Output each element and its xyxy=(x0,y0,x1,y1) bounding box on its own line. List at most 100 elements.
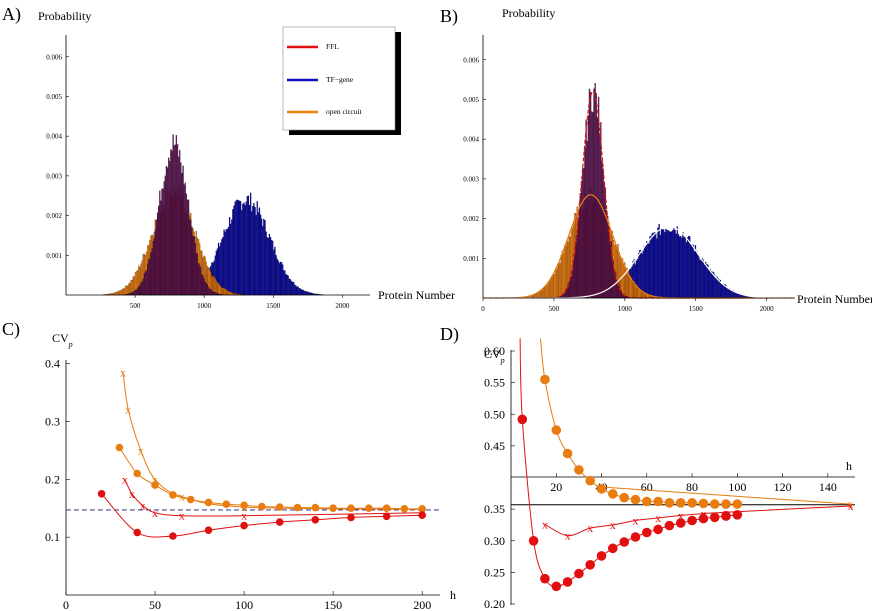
legend-label-ffl: FFL xyxy=(326,42,339,51)
y-tick-label: 0.002 xyxy=(46,212,62,220)
a-bar-tf-gene xyxy=(225,229,227,296)
data-point-dot xyxy=(585,475,595,486)
a-bar-ffl xyxy=(131,292,133,296)
x-tick-label: 100 xyxy=(728,480,746,494)
a-bar-tf-gene xyxy=(300,289,303,296)
panel-b-x-label: Protein Number xyxy=(797,292,872,306)
data-point-dot xyxy=(418,505,427,513)
b-bar-tf-gene xyxy=(709,269,711,299)
panel-b-bars xyxy=(517,83,768,299)
b-bar-tf-gene xyxy=(701,258,703,299)
a-bar-tf-gene xyxy=(238,200,241,296)
data-point-x: x xyxy=(610,518,616,532)
a-bar-tf-gene xyxy=(264,220,266,296)
a-bar-tf-gene xyxy=(303,290,305,296)
data-point-dot xyxy=(540,374,550,385)
b-bar-tf-gene xyxy=(737,293,740,299)
b-bar-tf-gene xyxy=(647,242,649,299)
x-tick-label: 2000 xyxy=(760,305,775,313)
y-tick-label: 0.003 xyxy=(463,175,479,183)
b-bar-tf-gene xyxy=(700,260,702,299)
data-point-x: x xyxy=(241,500,247,514)
data-point-x: x xyxy=(129,487,135,501)
a-bar-tf-gene xyxy=(266,237,268,296)
y-tick-label: 0.2 xyxy=(45,472,60,486)
legend-label-open-circuit: open circuit xyxy=(326,107,363,116)
b-bar-tf-gene xyxy=(663,229,665,299)
b-bar-ffl xyxy=(603,182,605,299)
a-bar-ffl xyxy=(203,278,205,296)
b-bar-open-circuit xyxy=(554,268,557,299)
x-tick-label: 0 xyxy=(63,598,69,611)
a-bar-ffl xyxy=(200,267,202,296)
x-tick-label: 2000 xyxy=(335,302,350,310)
data-point-dot xyxy=(619,492,629,503)
data-point-dot xyxy=(562,577,573,587)
a-bar-tf-gene xyxy=(283,270,285,296)
data-point-dot xyxy=(653,524,663,535)
data-point-dot xyxy=(204,526,213,534)
series-curve xyxy=(519,338,738,587)
data-point-dot xyxy=(347,504,355,512)
b-bar-open-circuit xyxy=(557,264,559,299)
y-tick-label: 0.006 xyxy=(463,56,479,64)
data-point-dot xyxy=(574,568,584,579)
data-point-x: x xyxy=(241,509,247,523)
b-bar-tf-gene xyxy=(667,230,669,299)
data-point-dot xyxy=(664,498,675,508)
a-bar-tf-gene xyxy=(244,205,246,296)
a-bar-ffl xyxy=(135,289,138,296)
a-bar-tf-gene xyxy=(246,196,248,296)
a-bar-open-circuit xyxy=(227,290,229,296)
a-bar-open-circuit xyxy=(229,292,232,296)
data-point-dot xyxy=(687,498,697,508)
data-point-dot xyxy=(675,498,686,508)
a-bar-open-circuit xyxy=(226,290,228,296)
a-bar-ffl xyxy=(189,219,191,296)
b-bar-tf-gene xyxy=(668,231,670,299)
b-bar-tf-gene xyxy=(720,284,723,299)
data-point-dot xyxy=(596,551,607,561)
a-bar-tf-gene xyxy=(228,217,231,296)
y-tick-label: 0.20 xyxy=(484,597,505,611)
a-bar-tf-gene xyxy=(265,231,267,296)
b-bar-tf-gene xyxy=(702,259,705,299)
a-bar-tf-gene xyxy=(235,200,237,296)
b-bar-ffl xyxy=(595,93,597,299)
a-bar-ffl xyxy=(179,150,181,296)
b-bar-tf-gene xyxy=(698,254,700,299)
b-bar-tf-gene xyxy=(659,234,661,299)
a-bar-ffl xyxy=(187,199,190,296)
a-bar-ffl xyxy=(144,271,147,296)
data-point-dot xyxy=(240,521,248,530)
a-bar-open-circuit xyxy=(118,290,120,296)
b-bar-open-circuit xyxy=(535,293,537,299)
b-bar-open-circuit xyxy=(561,250,564,299)
b-bar-tf-gene xyxy=(727,288,729,299)
b-bar-tf-gene xyxy=(693,251,695,299)
x-tick-label: 120 xyxy=(774,480,792,494)
x-tick-label: 1500 xyxy=(266,302,281,310)
b-bar-open-circuit xyxy=(545,284,548,299)
data-point-dot xyxy=(365,504,373,512)
series-curve xyxy=(124,479,423,517)
panel-a-y-ticks: 0.001 0.002 0.003 0.004 0.005 0.006 xyxy=(46,53,69,260)
a-bar-tf-gene xyxy=(253,203,255,296)
series-curve xyxy=(544,505,851,537)
b-bar-tf-gene xyxy=(666,230,668,299)
data-point-dot xyxy=(275,518,284,526)
x-tick-label: 1500 xyxy=(689,305,704,313)
data-point-x: x xyxy=(152,506,158,520)
b-bar-tf-gene xyxy=(677,234,680,299)
data-point-dot xyxy=(133,469,141,478)
b-bar-open-circuit xyxy=(540,290,542,299)
b-bar-open-circuit xyxy=(536,293,539,299)
a-bar-ffl xyxy=(181,173,183,296)
a-bar-ffl xyxy=(191,227,193,296)
data-point-x: x xyxy=(125,403,131,417)
a-bar-ffl xyxy=(155,219,158,296)
a-bar-ffl xyxy=(195,253,197,296)
